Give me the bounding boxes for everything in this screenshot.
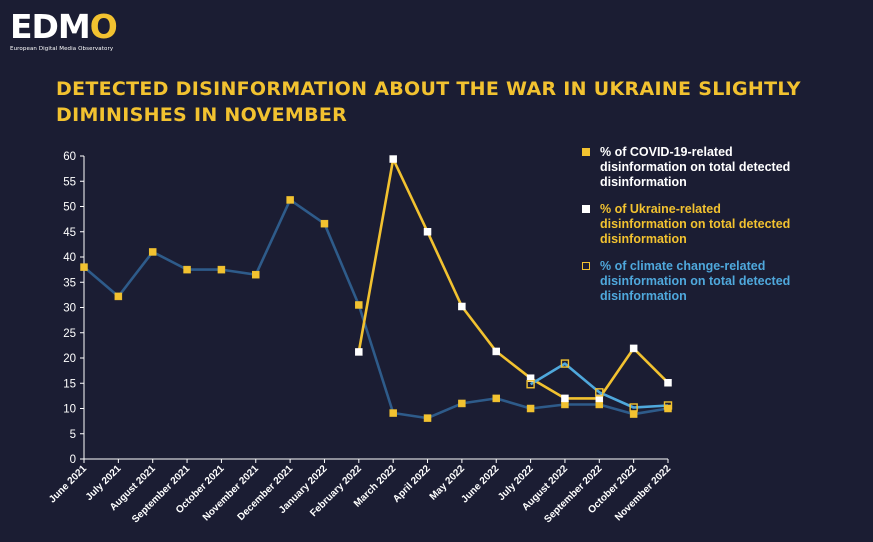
logo-wordmark-main: EDM [10, 7, 91, 46]
data-point-ukraine [389, 155, 397, 163]
legend-item-climate: % of climate change-related disinformati… [582, 259, 792, 304]
series-line-climate [529, 362, 669, 409]
data-point-covid [526, 404, 535, 413]
data-point-climate [629, 403, 638, 412]
x-tick-label: September 2021 [130, 463, 192, 525]
data-point-ukraine [526, 374, 535, 382]
y-tick-label: 25 [63, 328, 76, 340]
y-tick-label: 45 [63, 227, 76, 239]
legend-swatch-ukraine [582, 205, 590, 213]
y-tick-label: 60 [63, 151, 76, 163]
edmo-logo: EDMO European Digital Media Observatory [10, 7, 118, 52]
data-point-climate [663, 401, 673, 410]
data-point-ukraine [355, 348, 363, 356]
chart-title: DETECTED DISINFORMATION ABOUT THE WAR IN… [56, 78, 801, 126]
y-tick-label: 20 [63, 353, 76, 365]
data-point-covid [80, 263, 88, 271]
data-point-ukraine [629, 344, 638, 353]
series-line-covid [83, 198, 669, 420]
data-point-ukraine [595, 394, 604, 403]
y-tick-label: 0 [70, 454, 76, 466]
data-point-covid [183, 265, 191, 274]
data-point-covid [114, 292, 123, 301]
chart-legend: % of COVID-19-related disinformation on … [582, 145, 792, 316]
x-tick-label: June 2022 [459, 463, 501, 505]
y-tick-label: 5 [70, 429, 76, 441]
legend-label-climate: % of climate change-related disinformati… [600, 259, 791, 303]
legend-item-covid: % of COVID-19-related disinformation on … [582, 145, 792, 190]
data-point-covid [286, 196, 294, 204]
data-point-ukraine [492, 347, 500, 356]
x-tick-label: April 2022 [391, 463, 433, 505]
data-point-covid [148, 248, 157, 256]
x-tick-label: September 2022 [542, 463, 604, 525]
legend-label-covid: % of COVID-19-related disinformation on … [600, 145, 791, 189]
series-line-ukraine [357, 157, 669, 400]
data-point-covid [355, 301, 363, 309]
data-point-covid [458, 399, 466, 408]
logo-wordmark: EDMO [10, 7, 118, 46]
y-tick-label: 40 [63, 252, 76, 264]
data-point-covid [320, 219, 329, 228]
y-tick-label: 30 [63, 303, 76, 315]
logo-subtitle: European Digital Media Observatory [10, 46, 114, 52]
data-point-climate [595, 388, 604, 397]
data-point-ukraine [423, 228, 432, 236]
legend-item-ukraine: % of Ukraine-related disinformation on t… [582, 202, 792, 247]
data-point-climate [526, 380, 535, 389]
legend-label-ukraine: % of Ukraine-related disinformation on t… [600, 202, 791, 246]
data-point-covid [423, 414, 432, 422]
data-point-covid [252, 270, 260, 279]
legend-swatch-covid [582, 148, 590, 156]
x-tick-label: June 2021 [47, 463, 89, 505]
y-tick-label: 15 [63, 378, 76, 390]
data-point-covid [217, 265, 226, 274]
data-point-covid [389, 409, 397, 417]
legend-swatch-climate [582, 262, 590, 270]
y-tick-label: 35 [63, 277, 76, 289]
y-tick-label: 55 [63, 176, 76, 188]
logo-wordmark-accent: O [89, 7, 118, 46]
data-point-climate [560, 359, 570, 368]
y-tick-label: 10 [63, 404, 76, 416]
data-point-ukraine [664, 378, 672, 387]
y-tick-label: 50 [63, 202, 76, 214]
data-point-ukraine [561, 394, 569, 403]
data-point-covid [492, 394, 500, 403]
data-point-ukraine [458, 302, 466, 311]
